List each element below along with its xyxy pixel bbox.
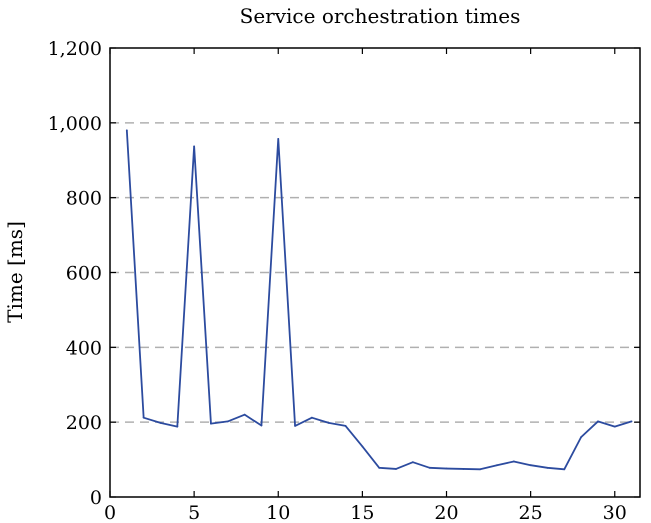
- series-line: [125, 130, 632, 471]
- x-tick-label: 20: [434, 502, 458, 523]
- x-tick-label: 30: [603, 502, 627, 523]
- data-point: [260, 424, 263, 427]
- data-point: [395, 468, 397, 470]
- data-point: [445, 467, 448, 470]
- y-tick-label: 0: [90, 487, 102, 509]
- data-point: [529, 464, 532, 467]
- axis-ticks: 0 200 400 600 800 1,000 1,200 0 5 10 15 20 25 30: [48, 38, 640, 523]
- data-point: [378, 466, 381, 469]
- data-point: [327, 422, 330, 424]
- data-point: [563, 468, 566, 471]
- data-point: [243, 413, 246, 416]
- data-point: [226, 420, 229, 423]
- data-point: [411, 461, 414, 464]
- data-point: [193, 145, 196, 148]
- grid-lines: [110, 122, 640, 423]
- data-point: [210, 422, 212, 425]
- data-point: [142, 416, 145, 419]
- data-point: [462, 468, 465, 470]
- data-point: [597, 420, 599, 423]
- data-point: [613, 425, 616, 428]
- data-point: [546, 466, 549, 469]
- data-point: [580, 436, 583, 439]
- x-tick-label: 15: [350, 502, 374, 523]
- y-tick-label: 1,200: [48, 38, 102, 60]
- data-point: [344, 425, 347, 427]
- series-layer: [125, 129, 633, 471]
- data-point: [479, 468, 482, 471]
- data-point: [630, 420, 633, 423]
- data-point: [176, 425, 179, 428]
- y-tick-label: 400: [66, 337, 102, 359]
- data-point: [496, 464, 498, 467]
- data-point: [125, 129, 128, 132]
- data-point: [159, 422, 162, 424]
- x-tick-label: 10: [266, 502, 290, 523]
- y-tick-label: 1,000: [48, 113, 102, 135]
- y-tick-label: 800: [66, 188, 102, 210]
- y-tick-label: 200: [66, 412, 102, 434]
- data-point: [361, 445, 364, 448]
- data-point: [311, 416, 313, 419]
- x-tick-label: 0: [104, 502, 116, 523]
- data-point: [277, 138, 280, 140]
- data-point: [428, 466, 431, 469]
- y-axis-label: Time [ms]: [3, 221, 27, 323]
- data-point: [512, 460, 515, 463]
- data-point: [294, 425, 296, 427]
- y-tick-label: 600: [66, 263, 102, 285]
- chart-title: Service orchestration times: [240, 4, 521, 28]
- x-tick-label: 5: [188, 502, 200, 523]
- x-tick-label: 25: [519, 502, 543, 523]
